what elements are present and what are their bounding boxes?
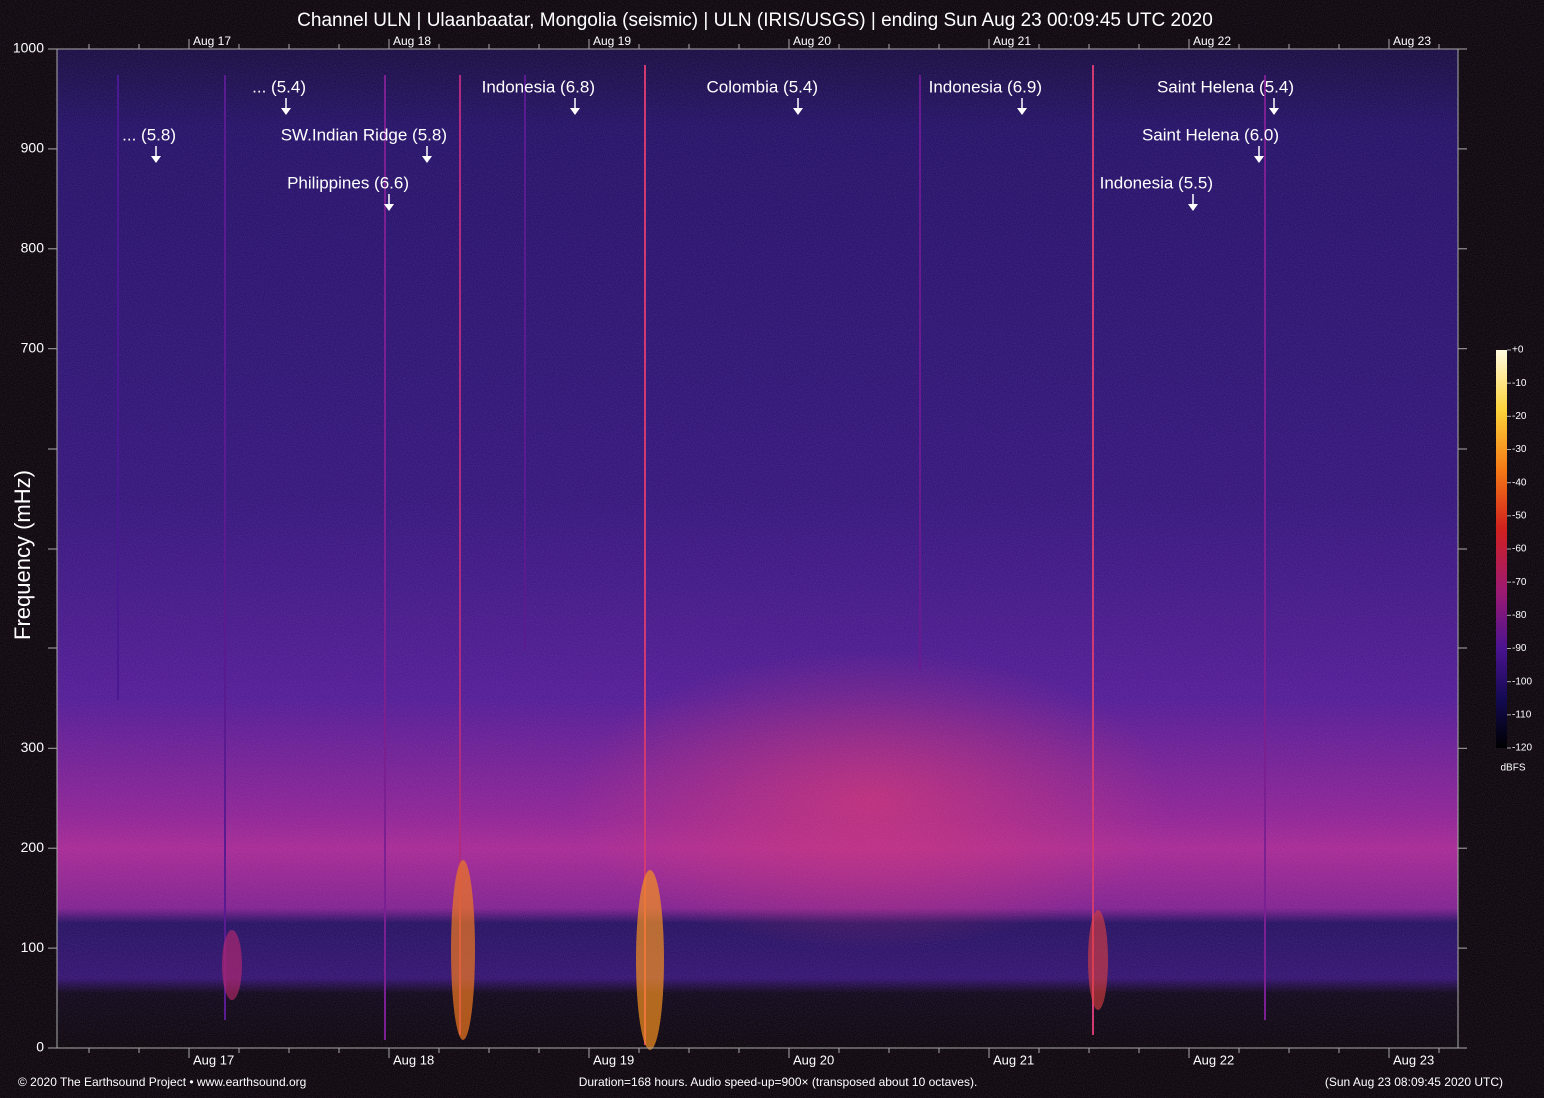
event-arrowhead — [1188, 204, 1198, 211]
x-tick-label: Aug 20 — [793, 1052, 834, 1067]
colorbar-tick-label: -60 — [1512, 544, 1527, 555]
event-arrowhead — [1254, 156, 1264, 163]
colorbar-label: dBFS — [1500, 763, 1525, 774]
x-tick-label: Aug 21 — [993, 1052, 1034, 1067]
colorbar-tick-label: -90 — [1512, 643, 1527, 654]
y-tick-label: 1000 — [13, 40, 44, 56]
x-tick-label: Aug 23 — [1393, 1052, 1434, 1067]
footer-center: Duration=168 hours. Audio speed-up=900× … — [579, 1075, 978, 1089]
colorbar — [1496, 350, 1507, 748]
x-tick-label-top: Aug 17 — [193, 34, 231, 48]
y-tick-label: 200 — [21, 839, 45, 855]
x-tick-label-top: Aug 21 — [993, 34, 1031, 48]
event-label: Indonesia (6.8) — [482, 77, 595, 96]
footer-left: © 2020 The Earthsound Project • www.eart… — [18, 1075, 306, 1089]
colorbar-tick-label: -70 — [1512, 577, 1527, 588]
event-arrowhead — [422, 156, 432, 163]
colorbar-tick-label: -50 — [1512, 510, 1527, 521]
event-label: ... (5.4) — [252, 77, 306, 96]
event-label: Colombia (5.4) — [707, 77, 819, 96]
x-tick-label-top: Aug 19 — [593, 34, 631, 48]
colorbar-tick-label: -20 — [1512, 411, 1527, 422]
x-tick-label-top: Aug 20 — [793, 34, 831, 48]
spectrogram — [57, 49, 1458, 1050]
event-label: Saint Helena (6.0) — [1142, 125, 1279, 144]
event-label: Indonesia (6.9) — [929, 77, 1042, 96]
colorbar-tick-label: -40 — [1512, 477, 1527, 488]
y-tick-label: 0 — [36, 1039, 44, 1055]
event-arrowhead — [1017, 108, 1027, 115]
x-tick-label: Aug 18 — [393, 1052, 434, 1067]
y-tick-label: 800 — [21, 240, 45, 256]
y-tick-label: 100 — [21, 939, 45, 955]
event-label: Philippines (6.6) — [287, 173, 409, 192]
event-label: SW.Indian Ridge (5.8) — [281, 125, 447, 144]
chart-title: Channel ULN | Ulaanbaatar, Mongolia (sei… — [297, 10, 1213, 31]
colorbar-tick-label: -110 — [1512, 709, 1532, 720]
y-tick-label: 900 — [21, 140, 45, 156]
colorbar-tick-label: -120 — [1512, 743, 1532, 754]
event-arrowhead — [793, 108, 803, 115]
event-label: Saint Helena (5.4) — [1157, 77, 1294, 96]
event-arrowhead — [281, 108, 291, 115]
colorbar-tick-label: -80 — [1512, 610, 1527, 621]
y-tick-label: 700 — [21, 339, 45, 355]
x-tick-label-top: Aug 18 — [393, 34, 431, 48]
event-arrowhead — [151, 156, 161, 163]
event-label: ... (5.8) — [122, 125, 176, 144]
event-arrowhead — [384, 204, 394, 211]
x-tick-label: Aug 19 — [593, 1052, 634, 1067]
footer-right: (Sun Aug 23 08:09:45 2020 UTC) — [1325, 1075, 1503, 1089]
x-tick-label-top: Aug 23 — [1393, 34, 1431, 48]
colorbar-tick-label: -10 — [1512, 378, 1527, 389]
event-arrowhead — [570, 108, 580, 115]
x-tick-label: Aug 17 — [193, 1052, 234, 1067]
event-label: Indonesia (5.5) — [1100, 173, 1213, 192]
minor-ticks — [48, 448, 1467, 649]
x-tick-label-top: Aug 22 — [1193, 34, 1231, 48]
x-tick-label: Aug 22 — [1193, 1052, 1234, 1067]
colorbar-tick-label: -30 — [1512, 444, 1527, 455]
event-arrowhead — [1269, 108, 1279, 115]
y-tick-label: 300 — [21, 739, 45, 755]
colorbar-tick-label: +0 — [1512, 345, 1524, 356]
y-axis-label: Frequency (mHz) — [10, 470, 35, 640]
colorbar-tick-label: -100 — [1512, 676, 1532, 687]
